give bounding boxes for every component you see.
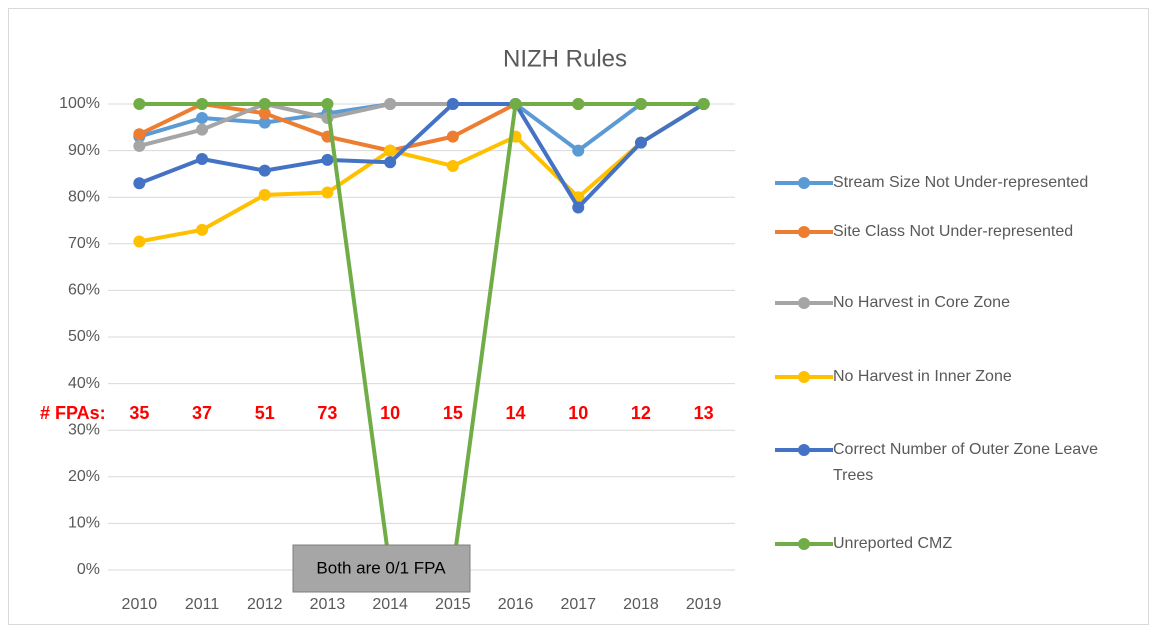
series-line (138, 102, 705, 244)
series-marker (133, 98, 146, 110)
x-tick-label: 2012 (247, 596, 283, 613)
legend-marker (798, 444, 810, 456)
annotation-count: 73 (317, 403, 337, 423)
legend-marker (798, 297, 810, 309)
legend-symbol (775, 444, 833, 456)
series-marker (321, 98, 334, 110)
series-marker (321, 153, 334, 166)
legend-symbol (775, 538, 833, 550)
x-tick-label: 2010 (122, 596, 158, 613)
series-marker (384, 156, 397, 169)
annotation-count: 14 (506, 403, 526, 423)
series-marker (446, 130, 459, 143)
series-marker (446, 98, 459, 110)
series-marker (196, 98, 209, 110)
y-tick-label: 60% (68, 282, 100, 299)
annotation-count: 10 (380, 403, 400, 423)
y-tick-label: 90% (68, 142, 100, 159)
series-marker (446, 159, 459, 172)
series-marker (572, 144, 585, 157)
legend-label: Unreported CMZ (833, 535, 953, 552)
legend-label: No Harvest in Core Zone (833, 294, 1010, 311)
series-marker (509, 98, 522, 110)
legend-label: Correct Number of Outer Zone Leave Trees (833, 441, 1099, 484)
series-marker (258, 107, 271, 120)
annotation-count: 51 (255, 403, 275, 423)
series-marker (634, 98, 647, 110)
legend-label: Stream Size Not Under-represented (833, 174, 1089, 191)
y-tick-label: 40% (68, 375, 100, 392)
x-tick-label: 2013 (310, 596, 346, 613)
annotation-count: 12 (631, 403, 651, 423)
y-tick-label: 30% (68, 421, 100, 438)
annotation-count: 15 (443, 403, 463, 423)
y-tick-label: 100% (59, 95, 100, 112)
legend-item: No Harvest in Inner Zone (775, 364, 1145, 390)
legend-marker (798, 538, 810, 550)
legend-symbol (775, 297, 833, 309)
series-marker (572, 98, 585, 110)
y-tick-label: 0% (77, 561, 100, 578)
legend-marker (798, 371, 810, 383)
series-marker (258, 116, 271, 129)
x-tick-label: 2014 (372, 596, 408, 613)
y-tick-label: 70% (68, 235, 100, 252)
x-tick-label: 2018 (623, 596, 659, 613)
series-marker (572, 201, 585, 214)
series-marker (196, 223, 209, 236)
legend-item: No Harvest in Core Zone (775, 290, 1145, 316)
legend-symbol (775, 226, 833, 238)
x-tick-label: 2011 (185, 596, 220, 613)
series-marker (196, 123, 209, 136)
legend-label: No Harvest in Inner Zone (833, 368, 1012, 385)
series-marker (133, 235, 146, 248)
x-tick-label: 2019 (686, 596, 722, 613)
annotation-box (292, 544, 471, 593)
annotation-note: Both are 0/1 FPA (316, 558, 446, 577)
legend-item: Unreported CMZ (775, 531, 1145, 557)
series-marker (321, 186, 334, 199)
series-marker (133, 139, 146, 152)
annotation-label: # FPAs: (40, 403, 106, 423)
legend-symbol (775, 177, 833, 189)
series-marker (697, 98, 710, 110)
series-marker (634, 136, 647, 149)
y-tick-label: 80% (68, 188, 100, 205)
annotation-count: 37 (192, 403, 212, 423)
series-marker (133, 128, 146, 141)
series-marker (384, 144, 397, 157)
x-tick-label: 2017 (560, 596, 596, 613)
x-tick-label: 2015 (435, 596, 471, 613)
legend-label: Site Class Not Under-represented (833, 223, 1074, 240)
legend-marker (798, 177, 810, 189)
series-marker (196, 152, 209, 165)
series-line (138, 102, 705, 210)
chart-border (8, 8, 1149, 625)
series-marker (384, 98, 397, 110)
chart-title: NIZH Rules (503, 45, 627, 72)
x-tick-label: 2016 (498, 596, 534, 613)
legend-marker (798, 226, 810, 238)
legend-item: Site Class Not Under-represented (775, 219, 1145, 245)
annotation-count: 35 (129, 403, 149, 423)
series-marker (258, 98, 271, 110)
legend-item: Correct Number of Outer Zone Leave Trees (775, 437, 1145, 489)
series-marker (196, 111, 209, 124)
y-tick-label: 10% (68, 515, 100, 532)
legend-symbol (775, 371, 833, 383)
y-tick-label: 50% (68, 328, 100, 345)
legend-item: Stream Size Not Under-represented (775, 170, 1145, 196)
series-marker (133, 177, 146, 190)
annotation-count: 10 (568, 403, 588, 423)
series-marker (258, 164, 271, 177)
y-tick-label: 20% (68, 468, 100, 485)
annotation-count: 13 (694, 403, 714, 423)
series-marker (258, 188, 271, 201)
